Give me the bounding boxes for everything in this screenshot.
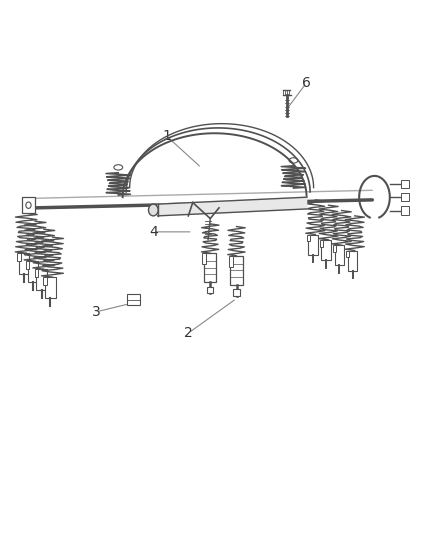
Bar <box>35 269 38 277</box>
Bar <box>43 277 47 285</box>
Bar <box>320 240 323 247</box>
Bar <box>45 277 56 298</box>
Bar <box>229 256 233 266</box>
Bar <box>207 287 213 293</box>
Bar <box>26 261 29 269</box>
Bar <box>22 197 35 213</box>
Bar <box>307 235 310 241</box>
Bar <box>204 253 216 282</box>
Bar <box>401 180 409 188</box>
Bar <box>333 245 336 252</box>
Bar <box>308 235 318 255</box>
Bar <box>348 251 357 271</box>
Text: 1: 1 <box>162 129 171 143</box>
Bar <box>202 253 206 264</box>
Text: 3: 3 <box>92 305 101 319</box>
Bar <box>233 289 240 296</box>
Bar <box>36 269 47 290</box>
Bar <box>17 253 21 261</box>
Ellipse shape <box>148 204 158 216</box>
Text: 6: 6 <box>302 76 311 90</box>
Bar <box>28 261 38 282</box>
Text: 2: 2 <box>184 326 193 340</box>
Bar <box>346 251 349 257</box>
Bar <box>335 245 344 265</box>
Text: 4: 4 <box>149 225 158 239</box>
Bar <box>321 240 331 260</box>
Polygon shape <box>158 197 307 216</box>
Bar <box>19 253 29 274</box>
Ellipse shape <box>26 202 31 208</box>
Bar <box>401 206 409 215</box>
Ellipse shape <box>114 165 123 170</box>
Ellipse shape <box>289 158 298 163</box>
Bar <box>230 256 243 285</box>
Bar <box>127 294 140 305</box>
Bar <box>401 193 409 201</box>
